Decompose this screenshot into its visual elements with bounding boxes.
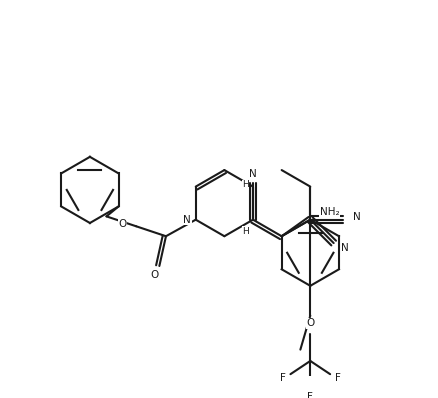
Text: F: F <box>280 373 286 383</box>
Text: N: N <box>249 169 257 179</box>
Text: N: N <box>341 243 349 253</box>
Text: F: F <box>307 392 313 398</box>
Text: O: O <box>119 219 127 229</box>
Text: N: N <box>353 212 360 222</box>
Text: O: O <box>306 318 314 328</box>
Text: F: F <box>335 373 341 383</box>
Text: H: H <box>242 180 249 189</box>
Text: NH₂: NH₂ <box>320 207 339 217</box>
Text: H: H <box>242 226 249 236</box>
Text: O: O <box>151 270 159 281</box>
Text: N: N <box>183 215 191 225</box>
